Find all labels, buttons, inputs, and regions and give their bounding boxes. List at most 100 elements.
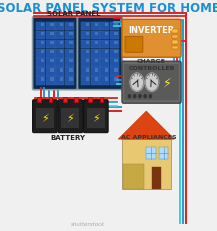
Circle shape [130,74,144,92]
Bar [65,22,74,31]
Bar [110,68,119,76]
Bar [114,24,118,27]
Bar [110,77,119,85]
Text: SOLAR PANEL SYSTEM FOR HOME: SOLAR PANEL SYSTEM FOR HOME [0,2,217,15]
Bar [55,77,64,85]
Bar [114,69,118,72]
Bar [110,32,119,40]
Bar [36,59,45,67]
Bar [86,60,89,63]
Bar [49,98,53,103]
Bar [87,109,105,129]
Polygon shape [118,112,174,140]
Bar [41,42,44,45]
Bar [69,78,73,81]
Circle shape [149,95,151,98]
Bar [95,24,99,27]
Bar [69,69,73,72]
Bar [100,41,109,49]
Bar [36,32,45,40]
Bar [105,69,108,72]
Bar [36,68,45,76]
Bar [114,42,118,45]
Bar [36,50,45,58]
Bar [69,33,73,36]
Bar [41,60,44,63]
Bar [46,32,55,40]
FancyBboxPatch shape [122,20,181,58]
Bar [69,51,73,54]
Bar [100,68,109,76]
Bar [60,24,63,27]
Bar [122,140,171,189]
FancyBboxPatch shape [33,18,77,90]
Bar [36,22,45,31]
Bar [95,60,99,63]
Text: CONTROLLER: CONTROLLER [128,66,175,71]
Bar [41,69,44,72]
Bar [65,32,74,40]
Bar [159,147,168,159]
Text: AC APPLIANCES: AC APPLIANCES [121,134,177,139]
Bar [86,42,89,45]
Circle shape [145,74,159,92]
Bar [88,98,92,103]
Bar [50,24,54,27]
Text: ⚡: ⚡ [92,114,100,124]
Bar [36,41,45,49]
Bar [36,77,45,85]
Bar [172,41,178,45]
Bar [91,59,100,67]
Text: ⚡: ⚡ [41,114,49,124]
Bar [41,78,44,81]
Bar [86,78,89,81]
Bar [60,42,63,45]
Bar [100,22,109,31]
Bar [110,22,119,31]
Bar [50,69,54,72]
Text: ⚡: ⚡ [163,76,171,89]
Bar [110,59,119,67]
Bar [172,47,178,50]
Bar [60,78,63,81]
Bar [91,50,100,58]
Bar [86,51,89,54]
Bar [91,32,100,40]
Bar [95,51,99,54]
Text: INVERTER: INVERTER [128,26,175,35]
Bar [50,78,54,81]
Text: CHARGE: CHARGE [137,59,166,64]
Bar [105,51,108,54]
FancyBboxPatch shape [124,65,179,101]
Bar [86,33,89,36]
Bar [38,98,41,103]
Bar [50,51,54,54]
FancyBboxPatch shape [84,100,108,133]
Bar [100,50,109,58]
Circle shape [134,95,136,98]
Bar [91,41,100,49]
Bar [114,51,118,54]
Bar [100,77,109,85]
Bar [105,42,108,45]
Bar [114,60,118,63]
Bar [65,41,74,49]
Bar [36,109,54,129]
Bar [60,69,63,72]
Bar [46,41,55,49]
Bar [91,68,100,76]
Bar [81,50,90,58]
Bar [69,42,73,45]
Bar [81,68,90,76]
Bar [50,60,54,63]
Bar [55,59,64,67]
Bar [172,36,178,39]
Bar [55,68,64,76]
Bar [81,22,90,31]
Bar [114,78,118,81]
Bar [46,68,55,76]
Bar [114,33,118,36]
Text: BATTERY: BATTERY [50,135,85,140]
Bar [81,32,90,40]
Bar [172,30,178,34]
